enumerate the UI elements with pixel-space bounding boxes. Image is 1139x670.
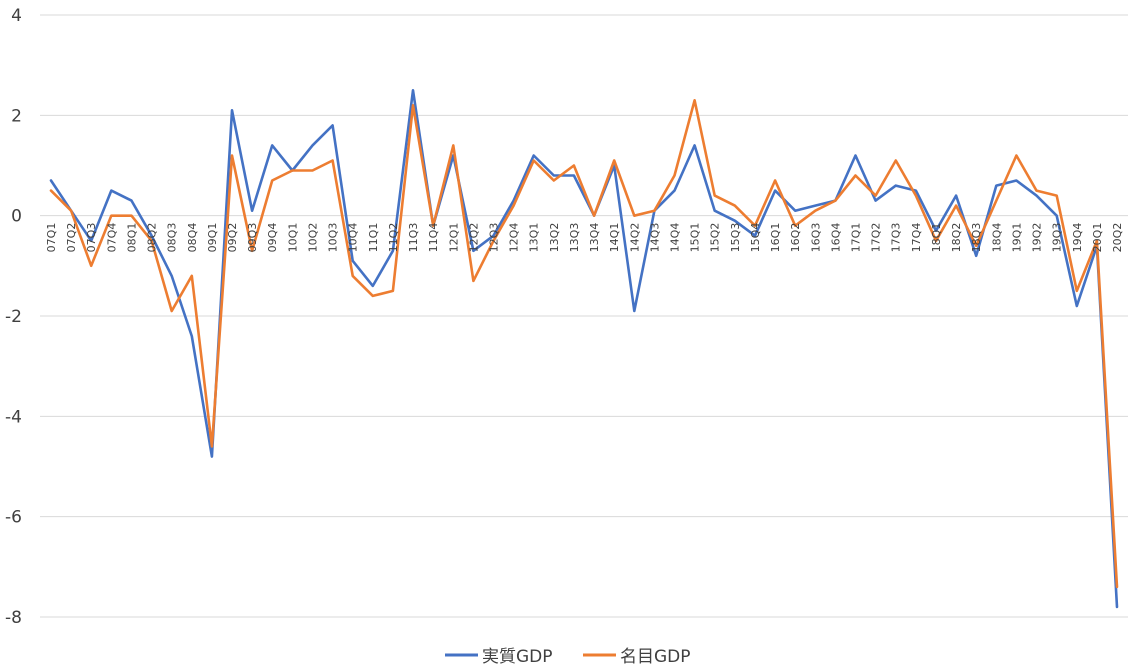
x-tick-label: 15Q4 xyxy=(749,223,762,253)
y-tick-label: -2 xyxy=(5,307,22,327)
x-tick-label: 11Q1 xyxy=(367,223,380,253)
x-tick-label: 14Q1 xyxy=(608,223,621,253)
y-tick-label: 4 xyxy=(11,6,22,26)
x-tick-label: 09Q4 xyxy=(266,223,279,253)
x-tick-label: 07Q3 xyxy=(85,223,98,253)
x-tick-label: 09Q2 xyxy=(226,223,239,253)
x-tick-label: 12Q3 xyxy=(487,223,500,253)
x-tick-label: 07Q1 xyxy=(45,223,58,253)
x-tick-label: 09Q1 xyxy=(206,223,219,253)
x-tick-label: 15Q1 xyxy=(689,223,702,253)
x-tick-label: 11Q3 xyxy=(407,223,420,253)
x-tick-label: 16Q4 xyxy=(829,223,842,253)
series-line-0 xyxy=(49,89,1119,609)
x-tick-label: 11Q2 xyxy=(387,223,400,253)
x-tick-label: 16Q2 xyxy=(789,223,802,253)
x-tick-label: 07Q2 xyxy=(65,223,78,253)
x-tick-label: 12Q4 xyxy=(508,223,521,253)
x-tick-label: 14Q2 xyxy=(628,223,641,253)
x-tick-label: 18Q3 xyxy=(970,223,983,253)
y-axis-tick-labels: 4 2 0 -2 -4 -6 -8 xyxy=(5,6,22,628)
y-tick-label: 0 xyxy=(11,207,22,227)
x-tick-label: 19Q2 xyxy=(1031,223,1044,253)
legend-label-1: 名目GDP xyxy=(620,647,691,667)
x-tick-label: 13Q3 xyxy=(568,223,581,253)
x-tick-label: 10Q3 xyxy=(327,223,340,253)
y-tick-label: 2 xyxy=(11,106,22,126)
x-tick-label: 17Q2 xyxy=(870,223,883,253)
x-tick-label: 08Q1 xyxy=(125,223,138,253)
y-tick-label: -8 xyxy=(5,608,22,628)
x-tick-label: 16Q3 xyxy=(809,223,822,253)
x-tick-label: 10Q2 xyxy=(306,223,319,253)
x-tick-label: 07Q4 xyxy=(105,223,118,253)
x-tick-label: 13Q1 xyxy=(528,223,541,253)
x-tick-label: 14Q4 xyxy=(669,223,682,253)
x-tick-label: 15Q3 xyxy=(729,223,742,253)
x-tick-label: 14Q3 xyxy=(648,223,661,253)
x-tick-label: 13Q4 xyxy=(588,223,601,253)
x-tick-label: 18Q2 xyxy=(950,223,963,253)
x-tick-label: 09Q3 xyxy=(246,223,259,253)
x-tick-label: 20Q2 xyxy=(1111,223,1124,253)
x-tick-label: 10Q1 xyxy=(286,223,299,253)
x-tick-label: 11Q4 xyxy=(427,223,440,253)
grid-lines xyxy=(40,14,1128,618)
x-tick-label: 17Q3 xyxy=(890,223,903,253)
x-tick-label: 19Q1 xyxy=(1010,223,1023,253)
x-tick-label: 18Q1 xyxy=(930,223,943,253)
x-tick-label: 18Q4 xyxy=(990,223,1003,253)
x-tick-label: 08Q2 xyxy=(146,223,159,253)
legend-label-0: 実質GDP xyxy=(482,647,553,667)
series-line-1 xyxy=(49,99,1119,589)
y-tick-label: -4 xyxy=(5,407,22,427)
legend: 実質GDP 名目GDP xyxy=(445,647,691,667)
x-tick-label: 15Q2 xyxy=(709,223,722,253)
series-lines xyxy=(49,89,1119,609)
x-tick-label: 19Q4 xyxy=(1071,223,1084,253)
x-tick-label: 08Q3 xyxy=(166,223,179,253)
x-tick-label: 19Q3 xyxy=(1051,223,1064,253)
x-tick-label: 17Q1 xyxy=(850,223,863,253)
x-tick-label: 16Q1 xyxy=(769,223,782,253)
x-tick-label: 08Q4 xyxy=(186,223,199,253)
x-tick-label: 13Q2 xyxy=(548,223,561,253)
x-tick-label: 20Q1 xyxy=(1091,223,1104,253)
x-tick-label: 10Q4 xyxy=(347,223,360,253)
x-axis-tick-labels: 07Q1 07Q2 07Q3 07Q4 08Q1 08Q2 08Q3 08Q4 09Q1 09Q2… xyxy=(45,223,1124,253)
y-tick-label: -6 xyxy=(5,508,22,528)
x-tick-label: 12Q2 xyxy=(467,223,480,253)
x-tick-label: 17Q4 xyxy=(910,223,923,253)
x-tick-label: 12Q1 xyxy=(447,223,460,253)
